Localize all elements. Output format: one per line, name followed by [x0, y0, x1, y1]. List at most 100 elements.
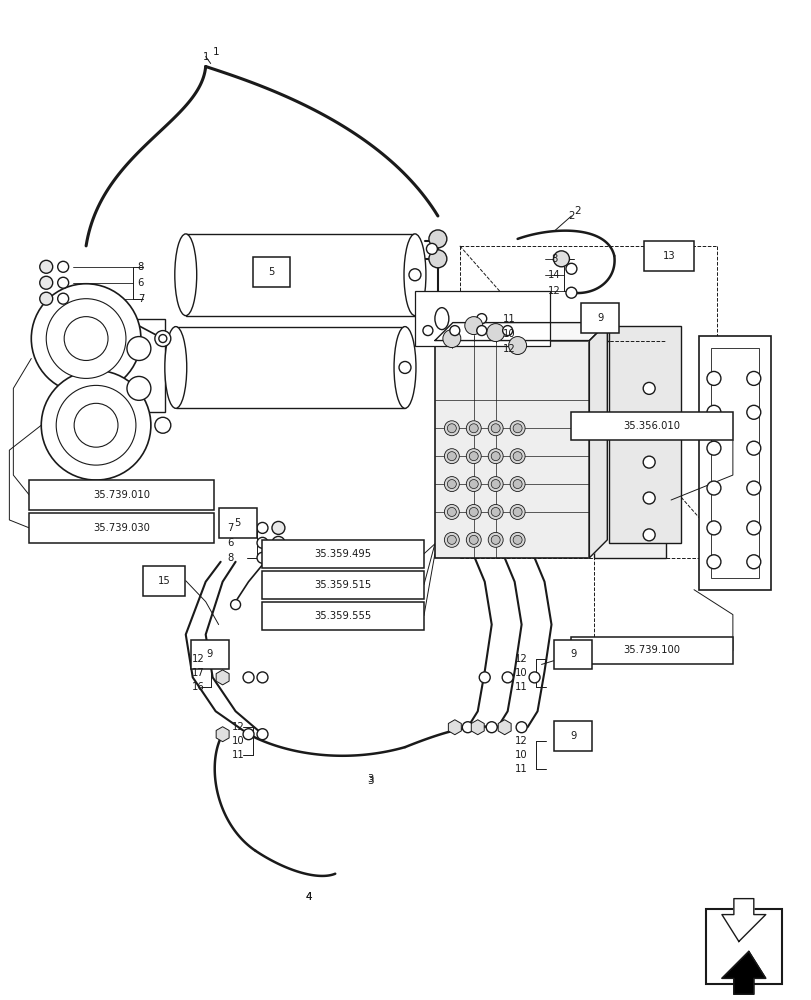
Circle shape: [423, 326, 432, 336]
Circle shape: [513, 452, 521, 461]
FancyBboxPatch shape: [594, 341, 665, 558]
Text: 9: 9: [569, 649, 576, 659]
Text: 4: 4: [305, 892, 311, 902]
Circle shape: [746, 555, 760, 569]
Circle shape: [565, 287, 576, 298]
Circle shape: [516, 722, 526, 733]
Text: 12: 12: [515, 654, 527, 664]
Text: 3: 3: [367, 776, 373, 786]
Circle shape: [487, 421, 503, 436]
FancyBboxPatch shape: [554, 640, 592, 669]
Circle shape: [469, 480, 478, 489]
Text: 7: 7: [227, 523, 234, 533]
Circle shape: [746, 405, 760, 419]
Text: 12: 12: [232, 722, 245, 732]
Circle shape: [58, 293, 69, 304]
FancyBboxPatch shape: [453, 323, 607, 540]
Circle shape: [461, 722, 473, 733]
Circle shape: [469, 535, 478, 544]
Circle shape: [40, 276, 53, 289]
Circle shape: [746, 371, 760, 385]
Circle shape: [155, 417, 170, 433]
Circle shape: [469, 424, 478, 433]
Circle shape: [513, 535, 521, 544]
Text: 5: 5: [268, 267, 274, 277]
Circle shape: [706, 555, 720, 569]
Circle shape: [272, 536, 285, 549]
Text: 11: 11: [232, 750, 245, 760]
Circle shape: [466, 449, 481, 464]
Circle shape: [257, 522, 268, 533]
Circle shape: [491, 452, 500, 461]
FancyBboxPatch shape: [262, 602, 423, 630]
Text: 16: 16: [192, 682, 205, 692]
Circle shape: [466, 477, 481, 492]
Circle shape: [466, 504, 481, 519]
Circle shape: [746, 441, 760, 455]
Ellipse shape: [174, 234, 196, 316]
Circle shape: [58, 277, 69, 288]
Circle shape: [64, 317, 108, 360]
Circle shape: [466, 421, 481, 436]
Text: 8: 8: [227, 553, 234, 563]
Circle shape: [464, 317, 483, 335]
Circle shape: [444, 449, 459, 464]
Text: 15: 15: [157, 576, 170, 586]
Text: 11: 11: [515, 682, 527, 692]
Polygon shape: [435, 323, 607, 341]
FancyBboxPatch shape: [191, 640, 229, 669]
Circle shape: [466, 532, 481, 547]
Circle shape: [746, 521, 760, 535]
FancyBboxPatch shape: [581, 303, 619, 333]
FancyBboxPatch shape: [143, 566, 185, 596]
Circle shape: [509, 504, 525, 519]
Circle shape: [553, 251, 569, 267]
Text: 7: 7: [138, 294, 144, 304]
Circle shape: [426, 243, 437, 254]
Text: 12: 12: [503, 344, 515, 354]
Circle shape: [447, 535, 456, 544]
Text: 8: 8: [138, 262, 144, 272]
Circle shape: [32, 284, 141, 393]
Circle shape: [706, 521, 720, 535]
Circle shape: [74, 403, 118, 447]
Circle shape: [487, 504, 503, 519]
Circle shape: [432, 235, 443, 246]
Circle shape: [486, 324, 504, 342]
FancyBboxPatch shape: [554, 721, 592, 751]
FancyBboxPatch shape: [186, 234, 414, 316]
Circle shape: [491, 507, 500, 516]
Circle shape: [159, 335, 166, 343]
FancyBboxPatch shape: [29, 513, 213, 543]
FancyBboxPatch shape: [705, 909, 781, 984]
Circle shape: [487, 477, 503, 492]
FancyBboxPatch shape: [262, 540, 423, 568]
Text: 35.359.515: 35.359.515: [314, 580, 371, 590]
Circle shape: [449, 326, 459, 336]
Text: 9: 9: [206, 649, 212, 659]
FancyBboxPatch shape: [175, 327, 405, 408]
Circle shape: [486, 722, 496, 733]
Circle shape: [398, 361, 410, 373]
Circle shape: [447, 452, 456, 461]
Text: 6: 6: [227, 538, 234, 548]
Text: 9: 9: [569, 731, 576, 741]
FancyBboxPatch shape: [435, 341, 589, 558]
Text: 35.356.010: 35.356.010: [623, 421, 680, 431]
Circle shape: [529, 672, 539, 683]
Text: 35.359.555: 35.359.555: [314, 611, 371, 621]
Circle shape: [257, 672, 268, 683]
Circle shape: [706, 405, 720, 419]
Text: 11: 11: [503, 314, 515, 324]
FancyBboxPatch shape: [252, 257, 290, 287]
FancyBboxPatch shape: [218, 508, 256, 538]
Circle shape: [127, 337, 151, 360]
Circle shape: [469, 452, 478, 461]
Circle shape: [56, 385, 135, 465]
Circle shape: [242, 729, 254, 740]
Circle shape: [40, 260, 53, 273]
Circle shape: [509, 477, 525, 492]
Text: 17: 17: [192, 668, 205, 678]
Circle shape: [642, 492, 654, 504]
Text: 5: 5: [234, 518, 241, 528]
